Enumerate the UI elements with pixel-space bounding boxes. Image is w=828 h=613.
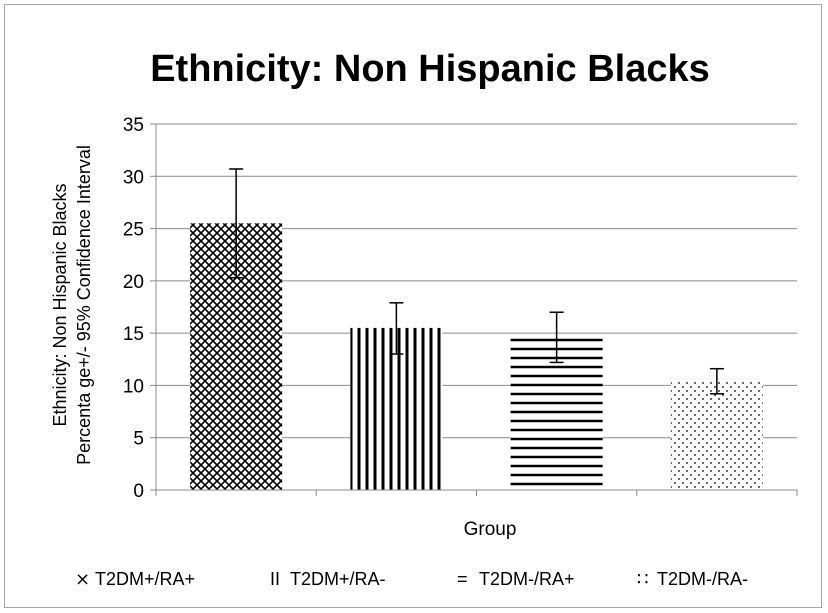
- legend-swatch: =: [457, 569, 468, 589]
- chart-svg: Ethnicity: Non Hispanic Blacks Ethnicity…: [50, 48, 798, 589]
- bars: [190, 223, 763, 491]
- x-axis-label: Group: [464, 519, 517, 540]
- y-tick-label: 35: [123, 115, 144, 136]
- legend-swatch: ⨯: [75, 569, 90, 589]
- y-axis-label-line2: Percenta ge+/- 95% Confidence Interval: [74, 145, 94, 465]
- y-tick-label: 10: [123, 376, 144, 397]
- legend-swatch: ∷: [637, 569, 648, 589]
- legend-label: T2DM-/RA+: [479, 569, 575, 589]
- legend-label: T2DM-/RA-: [657, 569, 748, 589]
- legend: ⨯ T2DM+/RA+ II T2DM+/RA- = T2DM-/RA+ ∷ T2DM-/RA…: [75, 569, 748, 589]
- y-tick-label: 0: [133, 481, 144, 502]
- chart-frame: Ethnicity: Non Hispanic Blacks Ethnicity…: [4, 4, 822, 608]
- y-tick-labels: 0 5 10 15 20 25 30 35: [123, 115, 144, 502]
- error-bars: [229, 168, 724, 395]
- y-axis-label-line1: Ethnicity: Non Hispanic Blacks: [50, 183, 70, 426]
- bar: [670, 381, 763, 490]
- y-tick-label: 20: [123, 272, 144, 293]
- bar: [350, 327, 443, 490]
- y-tick-label: 30: [123, 167, 144, 188]
- y-axis-label: Ethnicity: Non Hispanic Blacks Percenta …: [50, 145, 94, 465]
- chart-title: Ethnicity: Non Hispanic Blacks: [150, 48, 710, 90]
- y-tick-label: 15: [123, 324, 144, 345]
- legend-label: T2DM+/RA+: [95, 569, 195, 589]
- legend-swatch: II: [270, 569, 280, 589]
- axes: [155, 124, 798, 496]
- legend-label: T2DM+/RA-: [290, 569, 386, 589]
- y-tick-label: 5: [133, 429, 144, 450]
- y-tick-label: 25: [123, 220, 144, 241]
